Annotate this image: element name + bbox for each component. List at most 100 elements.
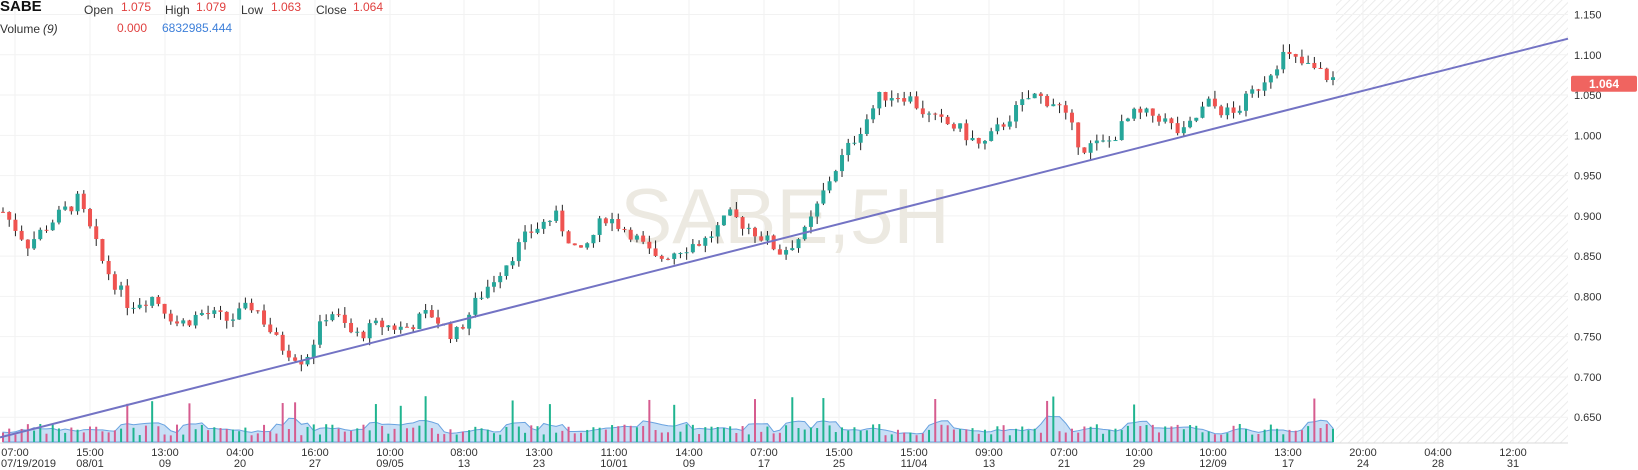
future-area [1336,0,1568,443]
candle-up [243,302,248,309]
candle-up [75,193,80,212]
candle-down [933,113,938,115]
candle-down [1038,93,1043,96]
volume-value: 0.000 [117,21,148,35]
candle-up [230,319,235,321]
symbol-label: SABE [0,0,42,15]
candle-down [566,231,571,244]
candle-down [1219,106,1224,116]
candle-down [168,313,173,322]
candle-down [175,321,180,324]
candle-up [504,265,509,276]
candle-up [908,96,913,102]
candle-up [877,91,882,109]
candle-up [597,218,602,235]
candle-up [417,313,422,330]
x-tick-date: 09 [683,458,695,470]
x-tick-date: 13 [983,458,995,470]
candle-down [914,96,919,109]
candle-up [473,297,478,315]
x-tick-date: 17 [1282,458,1294,470]
candle-up [50,222,55,231]
candle-up [193,314,198,326]
candle-up [585,243,590,248]
candle-up [1101,140,1106,142]
x-tick-time: 10:00 [376,447,404,459]
y-tick-label: 1.100 [1574,50,1602,62]
candle-up [1094,140,1099,144]
x-tick-date: 17 [758,458,770,470]
trendline [0,37,1569,439]
candle-down [603,218,608,224]
candle-up [1007,121,1012,127]
x-tick-time: 14:00 [675,447,703,459]
candle-down [7,211,12,220]
candle-down [1175,123,1180,134]
candle-up [995,124,1000,132]
candle-up [317,321,322,345]
candle-up [1132,108,1137,119]
candle-up [765,235,770,241]
candle-up [703,237,708,246]
candle-down [1169,118,1174,124]
candle-up [311,344,316,357]
candle-down [25,239,30,249]
candle-down [218,310,223,312]
close-label: Close [316,3,347,17]
candle-up [840,155,845,172]
candle-down [777,249,782,255]
candle-down [81,193,86,209]
candle-down [1,211,5,213]
candle-down [1324,68,1329,80]
candle-down [1001,124,1006,127]
candle-down [666,258,670,260]
candle-down [19,230,24,240]
x-tick-time: 16:00 [301,447,329,459]
candle-down [659,255,664,259]
candle-down [939,114,944,117]
x-tick-date: 29 [1133,458,1145,470]
candle-down [951,124,956,129]
x-tick-date: 10/01 [600,458,628,470]
candle-up [467,314,472,329]
x-tick-date: 24 [1357,458,1369,470]
candle-down [1287,51,1292,55]
candle-down [740,217,745,229]
candle-up [237,308,242,320]
candle-down [1312,62,1317,68]
candle-up [1125,118,1130,122]
last-price-label: 1.064 [1589,77,1619,91]
candle-down [622,228,627,230]
candle-down [299,360,304,365]
candle-up [690,244,695,253]
x-tick-date: 25 [833,458,845,470]
candle-up [330,314,335,321]
candle-up [324,320,329,322]
candle-up [516,242,521,262]
candle-up [1200,106,1205,118]
open-value: 1.075 [121,0,152,14]
candle-up [970,137,975,141]
x-tick-date: 09/05 [376,458,404,470]
candle-up [150,296,155,306]
x-tick-time: 15:00 [76,447,104,459]
candle-up [790,248,795,251]
candle-down [429,310,434,318]
candle-up [454,327,459,340]
x-tick-time: 07:00 [1,447,29,459]
candle-down [920,108,925,115]
y-tick-label: 0.900 [1574,211,1602,223]
candle-up [367,323,372,339]
candle-up [491,282,496,287]
candle-up [554,210,559,221]
candle-up [871,108,876,120]
candle-down [336,314,341,316]
candle-up [1020,99,1025,106]
x-tick-time: 13:00 [1274,447,1302,459]
candle-up [423,310,428,314]
candle-up [510,261,515,266]
candle-down [1069,112,1074,123]
candle-down [1150,108,1155,116]
y-tick-label: 0.950 [1574,171,1602,183]
